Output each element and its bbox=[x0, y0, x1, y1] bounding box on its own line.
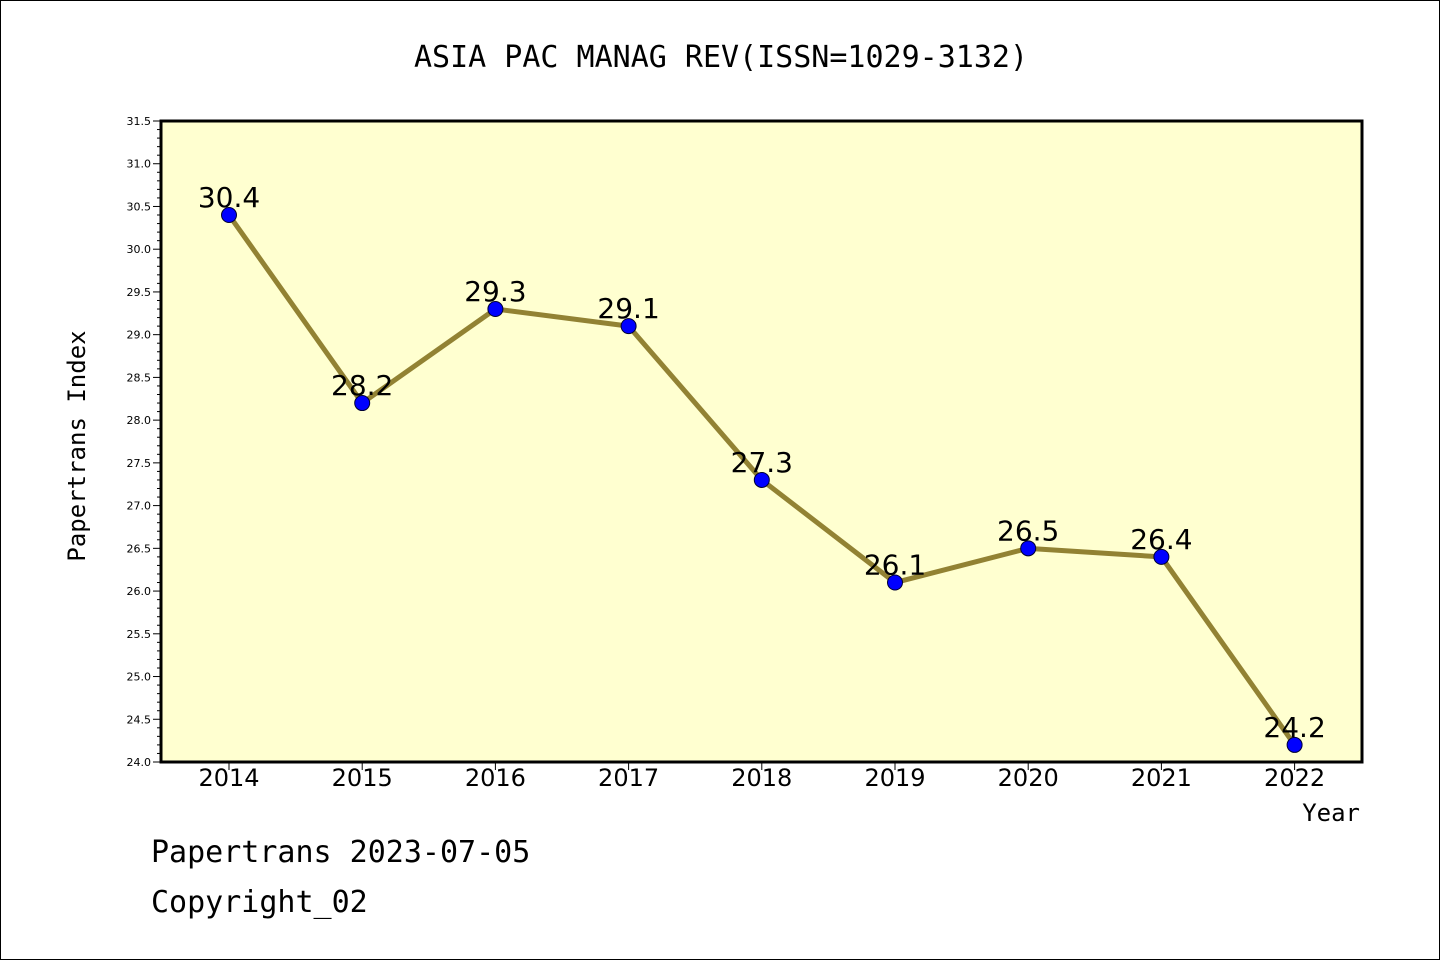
data-point bbox=[487, 301, 504, 318]
y-tick-label: 30.0 bbox=[127, 243, 152, 256]
data-point bbox=[620, 318, 637, 335]
y-tick-label: 26.5 bbox=[127, 542, 152, 555]
x-tick-label: 2017 bbox=[598, 764, 659, 792]
x-axis: 2014 2015 2016 2017 2018 2019 2020 2021 2022 bbox=[198, 762, 1325, 792]
y-tick-label: 29.0 bbox=[127, 329, 152, 342]
y-tick-label: 28.0 bbox=[127, 414, 152, 427]
y-tick-label: 27.5 bbox=[127, 457, 152, 470]
y-tick-label: 29.5 bbox=[127, 286, 152, 299]
data-label: 26.5 bbox=[997, 514, 1059, 547]
footer-copyright: Copyright_02 bbox=[151, 885, 368, 920]
x-tick-label: 2019 bbox=[864, 764, 925, 792]
y-tick-label: 31.0 bbox=[127, 158, 152, 171]
data-point bbox=[1286, 736, 1303, 753]
chart-title: ASIA PAC MANAG REV(ISSN=1029-3132) bbox=[414, 40, 1028, 75]
x-axis-label: Year bbox=[1302, 799, 1360, 827]
x-tick-label: 2020 bbox=[998, 764, 1059, 792]
y-tick-label: 30.5 bbox=[127, 200, 152, 213]
data-point bbox=[1153, 548, 1170, 565]
data-label: 27.3 bbox=[731, 446, 793, 479]
y-tick-label: 27.0 bbox=[127, 500, 152, 513]
data-point bbox=[221, 207, 237, 224]
data-label: 29.1 bbox=[597, 292, 659, 325]
y-tick-label: 26.0 bbox=[127, 585, 152, 598]
data-label: 24.2 bbox=[1263, 711, 1325, 744]
y-tick-label: 31.5 bbox=[127, 115, 152, 128]
x-tick-label: 2016 bbox=[465, 764, 526, 792]
y-axis: 24.0 24.5 25.0 25.5 26.0 26.5 27.0 27.5 28.0 28.5… bbox=[127, 115, 161, 769]
x-tick-label: 2014 bbox=[198, 764, 259, 792]
x-tick-label: 2022 bbox=[1264, 764, 1325, 792]
y-tick-label: 25.0 bbox=[127, 671, 152, 684]
footer-date: Papertrans 2023-07-05 bbox=[151, 835, 531, 870]
y-tick-label: 24.5 bbox=[127, 713, 152, 726]
series-papertrans-index: 30.4 28.2 29.3 29.1 27.3 26.1 26.5 26.4 24.2 bbox=[198, 181, 1326, 753]
data-point bbox=[1020, 540, 1037, 557]
y-tick-label: 25.5 bbox=[127, 628, 152, 641]
x-tick-label: 2021 bbox=[1131, 764, 1192, 792]
x-tick-label: 2018 bbox=[731, 764, 792, 792]
y-axis-label: Papertrans Index bbox=[63, 330, 91, 561]
data-label: 28.2 bbox=[331, 369, 393, 402]
y-tick-label: 24.0 bbox=[127, 756, 152, 769]
data-point bbox=[354, 395, 371, 412]
data-label: 26.4 bbox=[1130, 523, 1192, 556]
data-point bbox=[887, 574, 903, 591]
data-point bbox=[753, 471, 770, 488]
data-label: 26.1 bbox=[864, 549, 926, 582]
data-label: 30.4 bbox=[198, 181, 260, 214]
x-tick-label: 2015 bbox=[332, 764, 393, 792]
data-label: 29.3 bbox=[464, 275, 526, 308]
plot-area bbox=[159, 119, 1364, 764]
y-tick-label: 28.5 bbox=[127, 371, 152, 384]
